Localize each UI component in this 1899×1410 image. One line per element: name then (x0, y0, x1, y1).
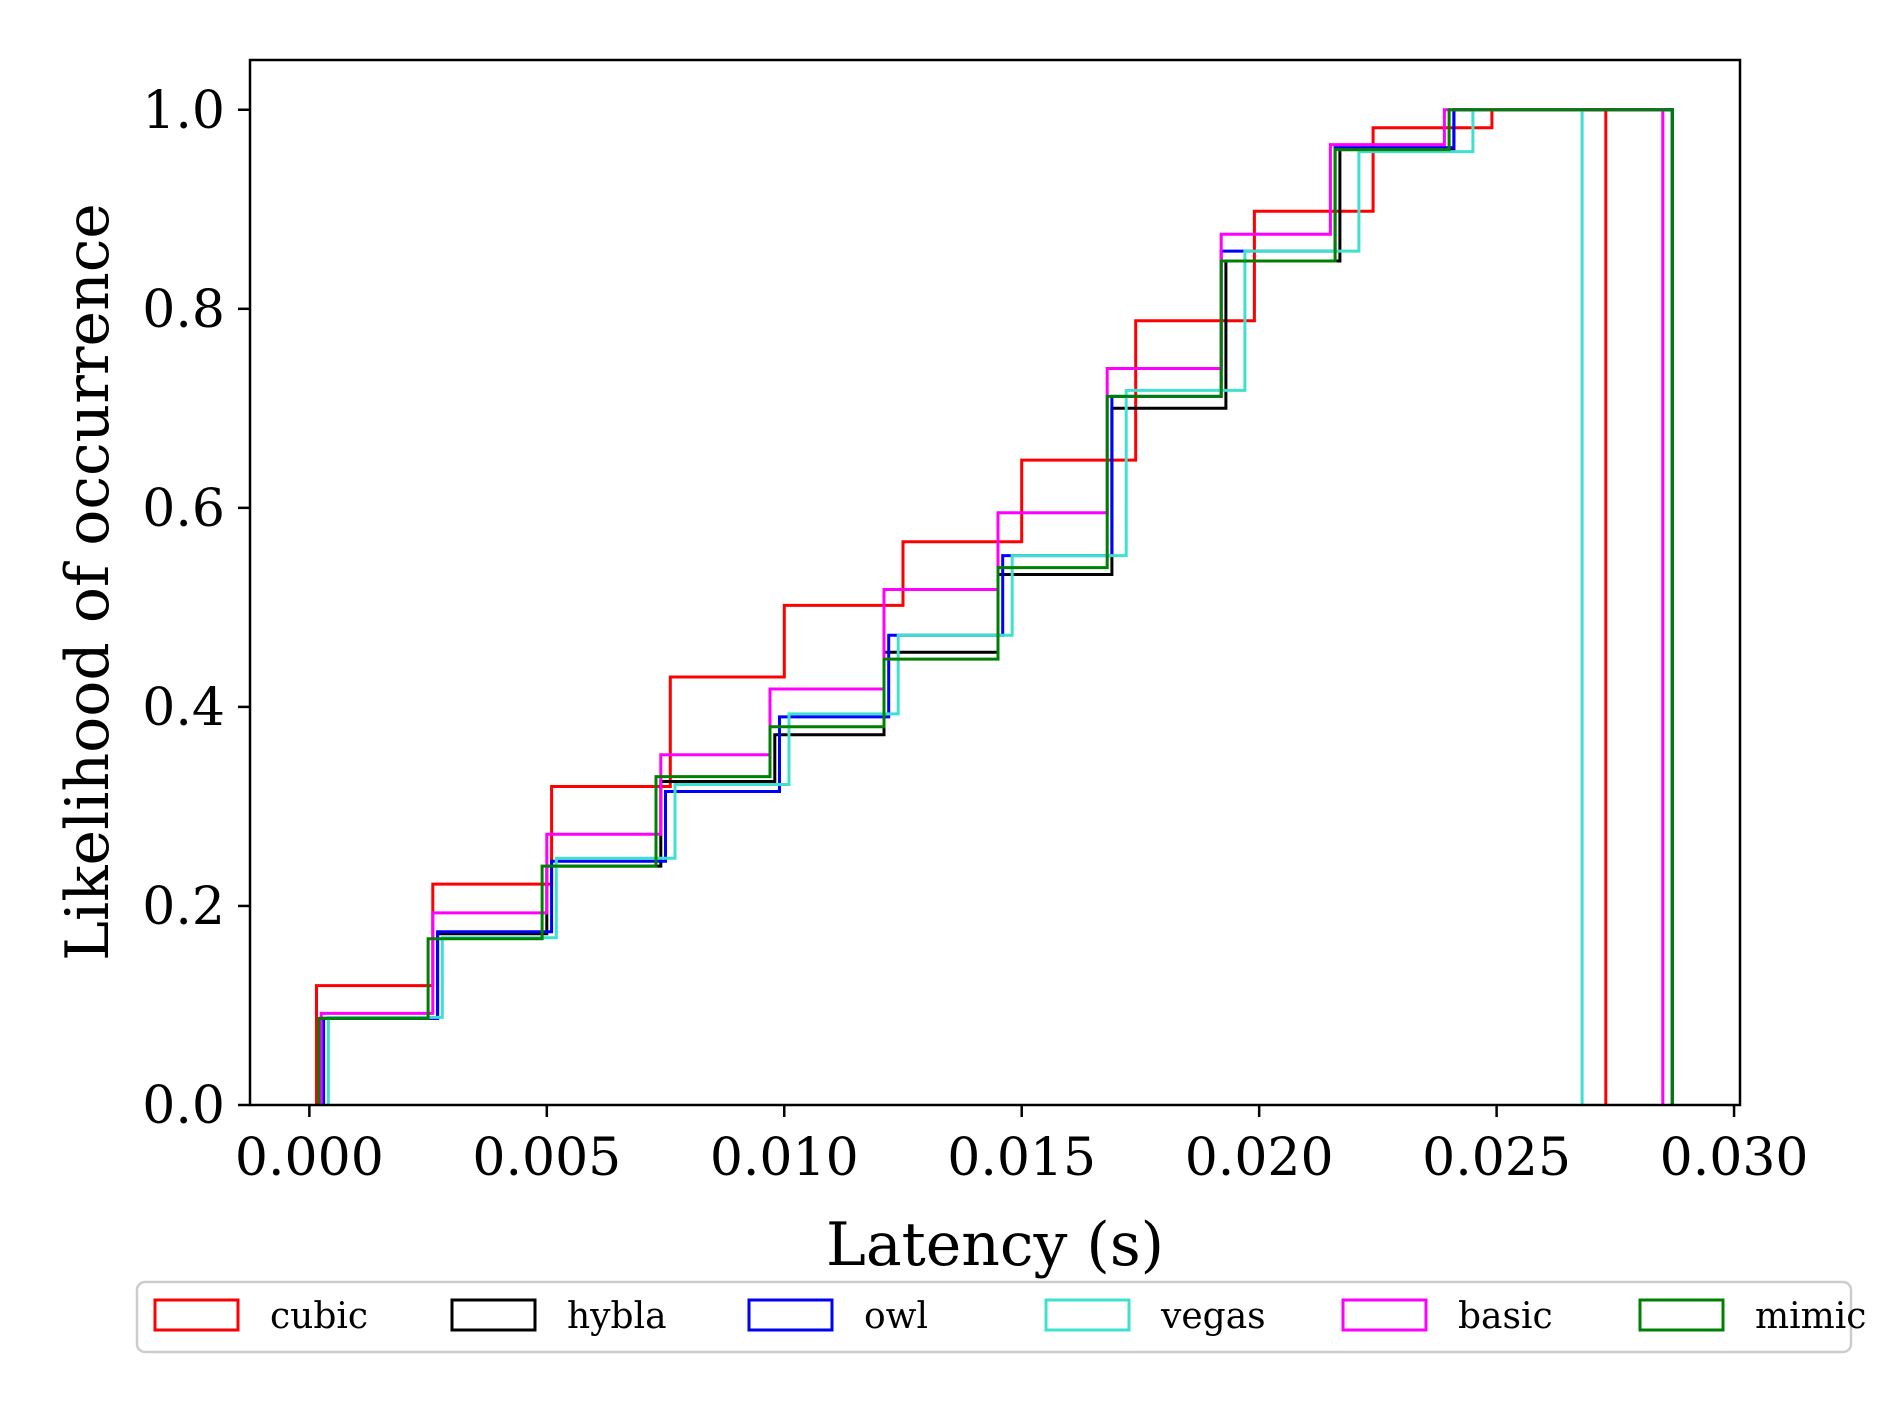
series-line-cubic (315, 108, 1608, 1105)
y-axis-label: Likelihood of occurrence (53, 203, 123, 961)
legend-item-hybla: hybla (450, 1296, 667, 1337)
legend-item-mimic: mimic (1638, 1296, 1866, 1337)
legend-label: basic (1458, 1296, 1553, 1337)
series-line-mimic (317, 108, 1674, 1105)
legend-swatch (1341, 1298, 1428, 1332)
series-line-basic (319, 108, 1665, 1105)
series-line-vegas (326, 108, 1584, 1105)
y-tick-label: 0.4 (142, 678, 225, 738)
axes-layer: 0.000 0.005 0.010 0.015 0.020 0.025 0.030 0.0 0.… (142, 81, 1808, 1188)
x-tick-label: 0.015 (947, 1128, 1096, 1188)
y-tick-label: 0.2 (142, 877, 225, 937)
legend: cubic hybla owl vegas basic mimic (135, 1280, 1866, 1354)
legend-label: cubic (270, 1296, 368, 1337)
legend-swatch (153, 1298, 240, 1332)
legend-label: hybla (567, 1296, 667, 1337)
x-tick-label: 0.000 (235, 1128, 384, 1188)
legend-swatch (450, 1298, 537, 1332)
legend-item-vegas: vegas (1044, 1296, 1266, 1337)
series-layer (315, 108, 1674, 1105)
legend-swatch (1044, 1298, 1131, 1332)
y-tick-label: 0.6 (142, 479, 225, 539)
legend-swatch (747, 1298, 834, 1332)
legend-item-basic: basic (1341, 1296, 1553, 1337)
legend-label: mimic (1755, 1296, 1866, 1337)
y-tick-label: 1.0 (142, 81, 225, 141)
x-tick-label: 0.030 (1660, 1128, 1809, 1188)
plot-frame (248, 58, 1742, 1107)
legend-item-cubic: cubic (153, 1296, 368, 1337)
legend-frame (135, 1280, 1853, 1354)
legend-label: vegas (1160, 1296, 1266, 1337)
x-tick-label: 0.025 (1422, 1128, 1571, 1188)
y-tick-label: 0.8 (142, 280, 225, 340)
x-tick-label: 0.010 (710, 1128, 859, 1188)
x-tick-label: 0.020 (1185, 1128, 1334, 1188)
legend-item-owl: owl (747, 1296, 928, 1337)
legend-swatch (1638, 1298, 1725, 1332)
x-tick-label: 0.005 (472, 1128, 621, 1188)
legend-label: owl (864, 1296, 928, 1337)
y-tick-label: 0.0 (142, 1076, 225, 1136)
x-axis-label: Latency (s) (826, 1210, 1164, 1280)
